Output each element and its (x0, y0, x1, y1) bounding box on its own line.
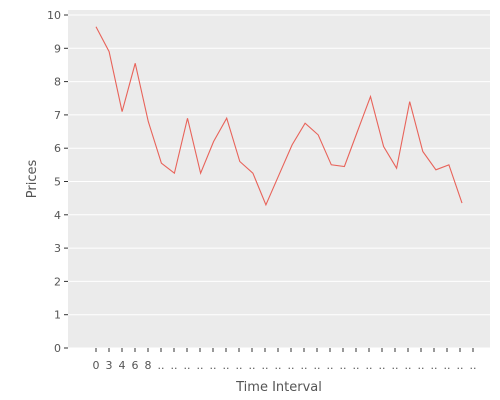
series-line-0 (95, 26, 463, 207)
x-tick-label: .. (340, 359, 347, 372)
x-tick-label: .. (366, 359, 373, 372)
x-tick-label: 8 (145, 359, 152, 372)
x-tick-label: .. (457, 359, 464, 372)
x-axis-title: Time Interval (235, 380, 322, 395)
x-tick-label: .. (431, 359, 438, 372)
x-tick-label: 4 (119, 359, 126, 372)
x-tick-label: 6 (132, 359, 139, 372)
x-tick-label: .. (444, 359, 451, 372)
y-tick-label: 10 (47, 9, 61, 22)
y-tick-label: 0 (54, 342, 61, 355)
y-tick-label: 9 (54, 42, 61, 55)
x-tick-label: .. (210, 359, 217, 372)
x-tick-label: .. (314, 359, 321, 372)
x-tick-label: .. (301, 359, 308, 372)
y-tick-label: 8 (54, 76, 61, 89)
x-tick-label: .. (392, 359, 399, 372)
series-layer (95, 26, 463, 207)
x-tick-label: 3 (106, 359, 113, 372)
x-tick-label: .. (223, 359, 230, 372)
x-tick-label: .. (470, 359, 477, 372)
y-tick-label: 6 (54, 142, 61, 155)
y-axis-title: Prices (25, 160, 40, 199)
x-tick-label: .. (405, 359, 412, 372)
x-tick-label: 0 (93, 359, 100, 372)
x-tick-label: .. (379, 359, 386, 372)
y-tick-label: 7 (54, 109, 61, 122)
x-tick-label: .. (249, 359, 256, 372)
x-tick-label: .. (197, 359, 204, 372)
y-tick-label: 4 (54, 209, 61, 222)
plot-panel (68, 10, 490, 348)
x-axis-ticks: 0 3 4 6 8...................................… (93, 348, 477, 372)
x-tick-label: .. (327, 359, 334, 372)
y-tick-label: 1 (54, 309, 61, 322)
x-tick-label: .. (418, 359, 425, 372)
grid-lines (68, 14, 490, 349)
x-tick-label: .. (184, 359, 191, 372)
x-tick-label: .. (275, 359, 282, 372)
y-tick-label: 5 (54, 176, 61, 189)
y-tick-label: 3 (54, 242, 61, 255)
x-tick-label: .. (262, 359, 269, 372)
x-tick-label: .. (171, 359, 178, 372)
x-tick-label: .. (158, 359, 165, 372)
x-tick-label: .. (353, 359, 360, 372)
y-tick-label: 2 (54, 275, 61, 288)
y-axis-ticks: 0 1 2 3 4 5 6 7 8 9 10 (47, 9, 68, 355)
x-tick-label: .. (236, 359, 243, 372)
x-tick-label: .. (288, 359, 295, 372)
